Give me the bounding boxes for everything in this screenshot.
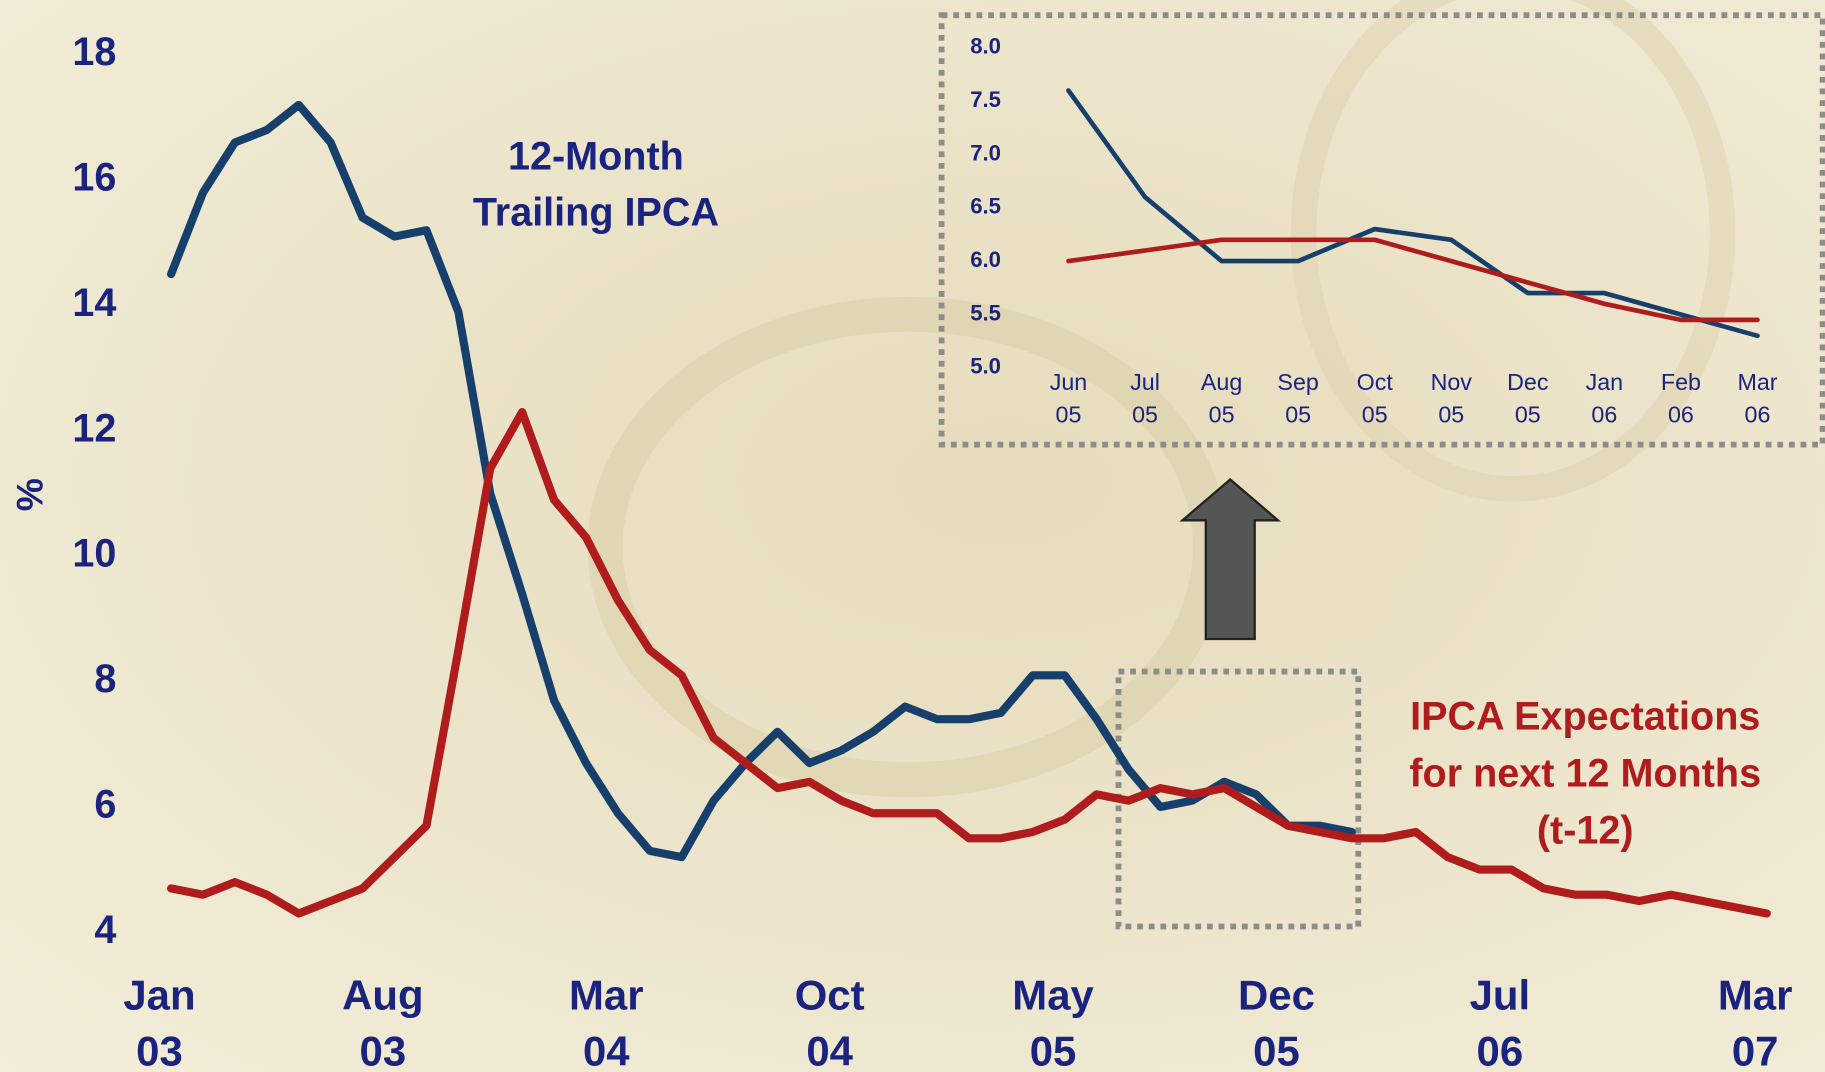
- page: {"chart_data": [ {"type": "line", "y_lab…: [0, 0, 1825, 1072]
- y-tick-label: 6.5: [970, 194, 1001, 219]
- background: [0, 0, 1825, 1072]
- y-axis-label: %: [8, 478, 50, 511]
- chart: % 4681012141618Jan03Aug03Mar04Oct04May05…: [0, 0, 1825, 1072]
- y-tick-label: 16: [72, 156, 116, 200]
- y-tick-label: 7.0: [970, 140, 1001, 165]
- y-tick-label: 6: [94, 782, 116, 826]
- y-tick-label: 14: [72, 281, 116, 325]
- y-tick-label: 5.5: [970, 300, 1001, 325]
- y-tick-label: 5.0: [970, 354, 1001, 379]
- y-tick-label: 18: [72, 30, 116, 74]
- y-tick-label: 8: [94, 657, 116, 701]
- y-tick-label: 10: [72, 532, 116, 576]
- y-tick-label: 12: [72, 406, 116, 450]
- y-tick-label: 6.0: [970, 247, 1001, 272]
- y-tick-label: 4: [94, 908, 116, 952]
- y-tick-label: 8.0: [970, 34, 1001, 59]
- y-tick-label: 7.5: [970, 87, 1001, 112]
